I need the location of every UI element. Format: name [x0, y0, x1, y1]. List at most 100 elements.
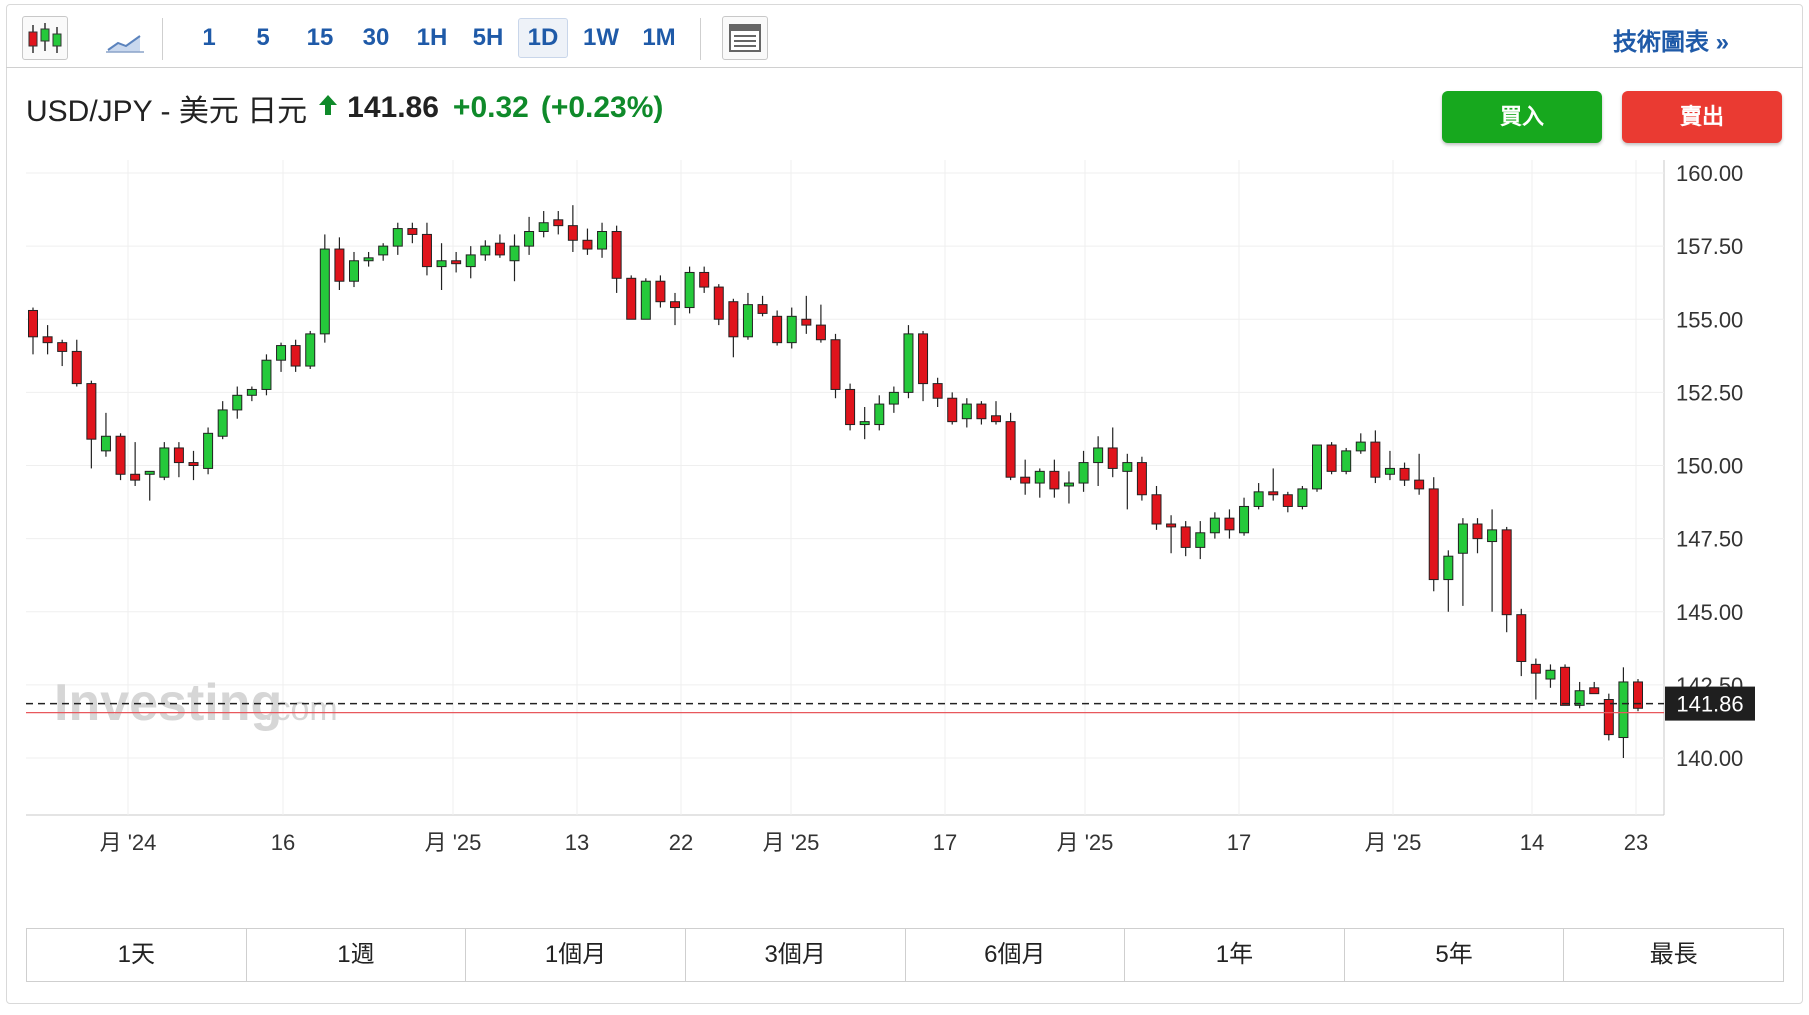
candle-body [757, 304, 768, 314]
x-tick-label: 23 [1624, 830, 1648, 855]
candle [1355, 433, 1366, 454]
candle [1443, 550, 1454, 612]
candle-body [786, 315, 797, 344]
candle [115, 433, 126, 481]
candlestick-chart-type-icon[interactable] [22, 16, 68, 60]
candle [334, 237, 345, 290]
candle [319, 234, 330, 343]
candle-body [815, 324, 826, 341]
buy-button[interactable]: 買入 [1442, 91, 1602, 143]
candle-body [1282, 494, 1293, 507]
chart-widget-frame [6, 4, 1803, 1004]
candle [290, 339, 301, 372]
interval-5min[interactable]: 5 [256, 24, 270, 51]
range-3m[interactable]: 3個月 [685, 929, 906, 981]
candle-body [173, 447, 184, 464]
candle [1312, 444, 1322, 492]
candle [276, 342, 287, 372]
candle [1487, 509, 1498, 612]
range-5y[interactable]: 5年 [1344, 929, 1565, 981]
candle-body [1034, 470, 1045, 484]
technical-chart-link[interactable]: 技術圖表 » [1612, 29, 1729, 56]
area-chart-type-icon[interactable] [102, 18, 148, 60]
candle-body [1180, 526, 1191, 548]
candle-body [1545, 669, 1556, 680]
candle-body [567, 225, 578, 241]
candle-body [1136, 462, 1147, 496]
candle [655, 275, 666, 308]
candle-body [1209, 517, 1220, 534]
candle-body [538, 222, 549, 233]
interval-1h[interactable]: 1H [416, 24, 448, 51]
candle-body [203, 432, 214, 469]
candle-body [1020, 476, 1031, 484]
x-tick-label: 14 [1520, 830, 1544, 855]
candle [757, 295, 768, 317]
candle [859, 407, 870, 440]
candle [203, 427, 214, 475]
candle-body [86, 383, 97, 440]
candle [801, 295, 812, 334]
candle [159, 442, 170, 481]
candle-body [611, 231, 622, 279]
candle [1268, 468, 1279, 501]
candle [888, 386, 899, 413]
candle-body [1151, 494, 1162, 525]
candle-body [1312, 444, 1322, 490]
range-1w[interactable]: 1週 [246, 929, 467, 981]
candle-body [144, 470, 155, 475]
candle [845, 383, 856, 431]
range-1m[interactable]: 1個月 [466, 929, 686, 981]
interval-1d[interactable]: 1D [518, 18, 568, 58]
y-tick-label: 140.00 [1676, 746, 1743, 771]
interval-1w[interactable]: 1W [583, 24, 619, 51]
candle [144, 470, 155, 501]
candle [363, 251, 374, 267]
interval-5h[interactable]: 5H [472, 24, 504, 51]
last-price-tag: 141.86 [1665, 686, 1755, 721]
candle-body [159, 447, 170, 478]
candle-body [100, 435, 111, 452]
candle-body [1005, 421, 1016, 478]
y-tick-label: 157.50 [1676, 234, 1743, 259]
candle-body [1501, 529, 1512, 616]
candle [1020, 459, 1031, 495]
instrument-name: USD/JPY - 美元 日元 [26, 95, 308, 128]
candle-body [1326, 444, 1337, 472]
candle-body [699, 271, 710, 288]
candle-body [421, 233, 432, 268]
candle [611, 225, 622, 293]
candle-body [1253, 491, 1264, 507]
candle [1472, 518, 1483, 554]
candle [1049, 459, 1060, 498]
candle [991, 401, 1001, 425]
candle-body [684, 271, 695, 309]
interval-30min[interactable]: 30 [362, 24, 390, 51]
candle-body [626, 277, 637, 320]
y-tick-label: 155.00 [1676, 307, 1743, 332]
candle-body [903, 333, 914, 393]
news-layout-icon[interactable] [722, 16, 768, 60]
candle [421, 222, 432, 276]
candle [597, 222, 608, 258]
candle-body [1049, 470, 1060, 490]
interval-1min[interactable]: 1 [202, 24, 216, 51]
range-max[interactable]: 最長 [1564, 929, 1783, 981]
range-1y[interactable]: 1年 [1125, 929, 1345, 981]
interval-15min[interactable]: 15 [306, 24, 334, 51]
x-tick-label: 月 '25 [763, 830, 820, 855]
candle [1457, 518, 1468, 606]
candle-body [1239, 505, 1250, 534]
range-1d[interactable]: 1天 [27, 929, 247, 981]
candle [1326, 442, 1337, 475]
candle-body [918, 333, 929, 385]
x-tick-label: 22 [669, 830, 693, 855]
sell-button[interactable]: 賣出 [1622, 91, 1782, 143]
candle-body [801, 318, 812, 326]
candle-body [1384, 467, 1395, 475]
range-6m[interactable]: 6個月 [905, 929, 1126, 981]
candle-body [1107, 447, 1118, 469]
interval-1m[interactable]: 1M [642, 24, 676, 51]
last-price-tag-bg [1665, 686, 1755, 721]
